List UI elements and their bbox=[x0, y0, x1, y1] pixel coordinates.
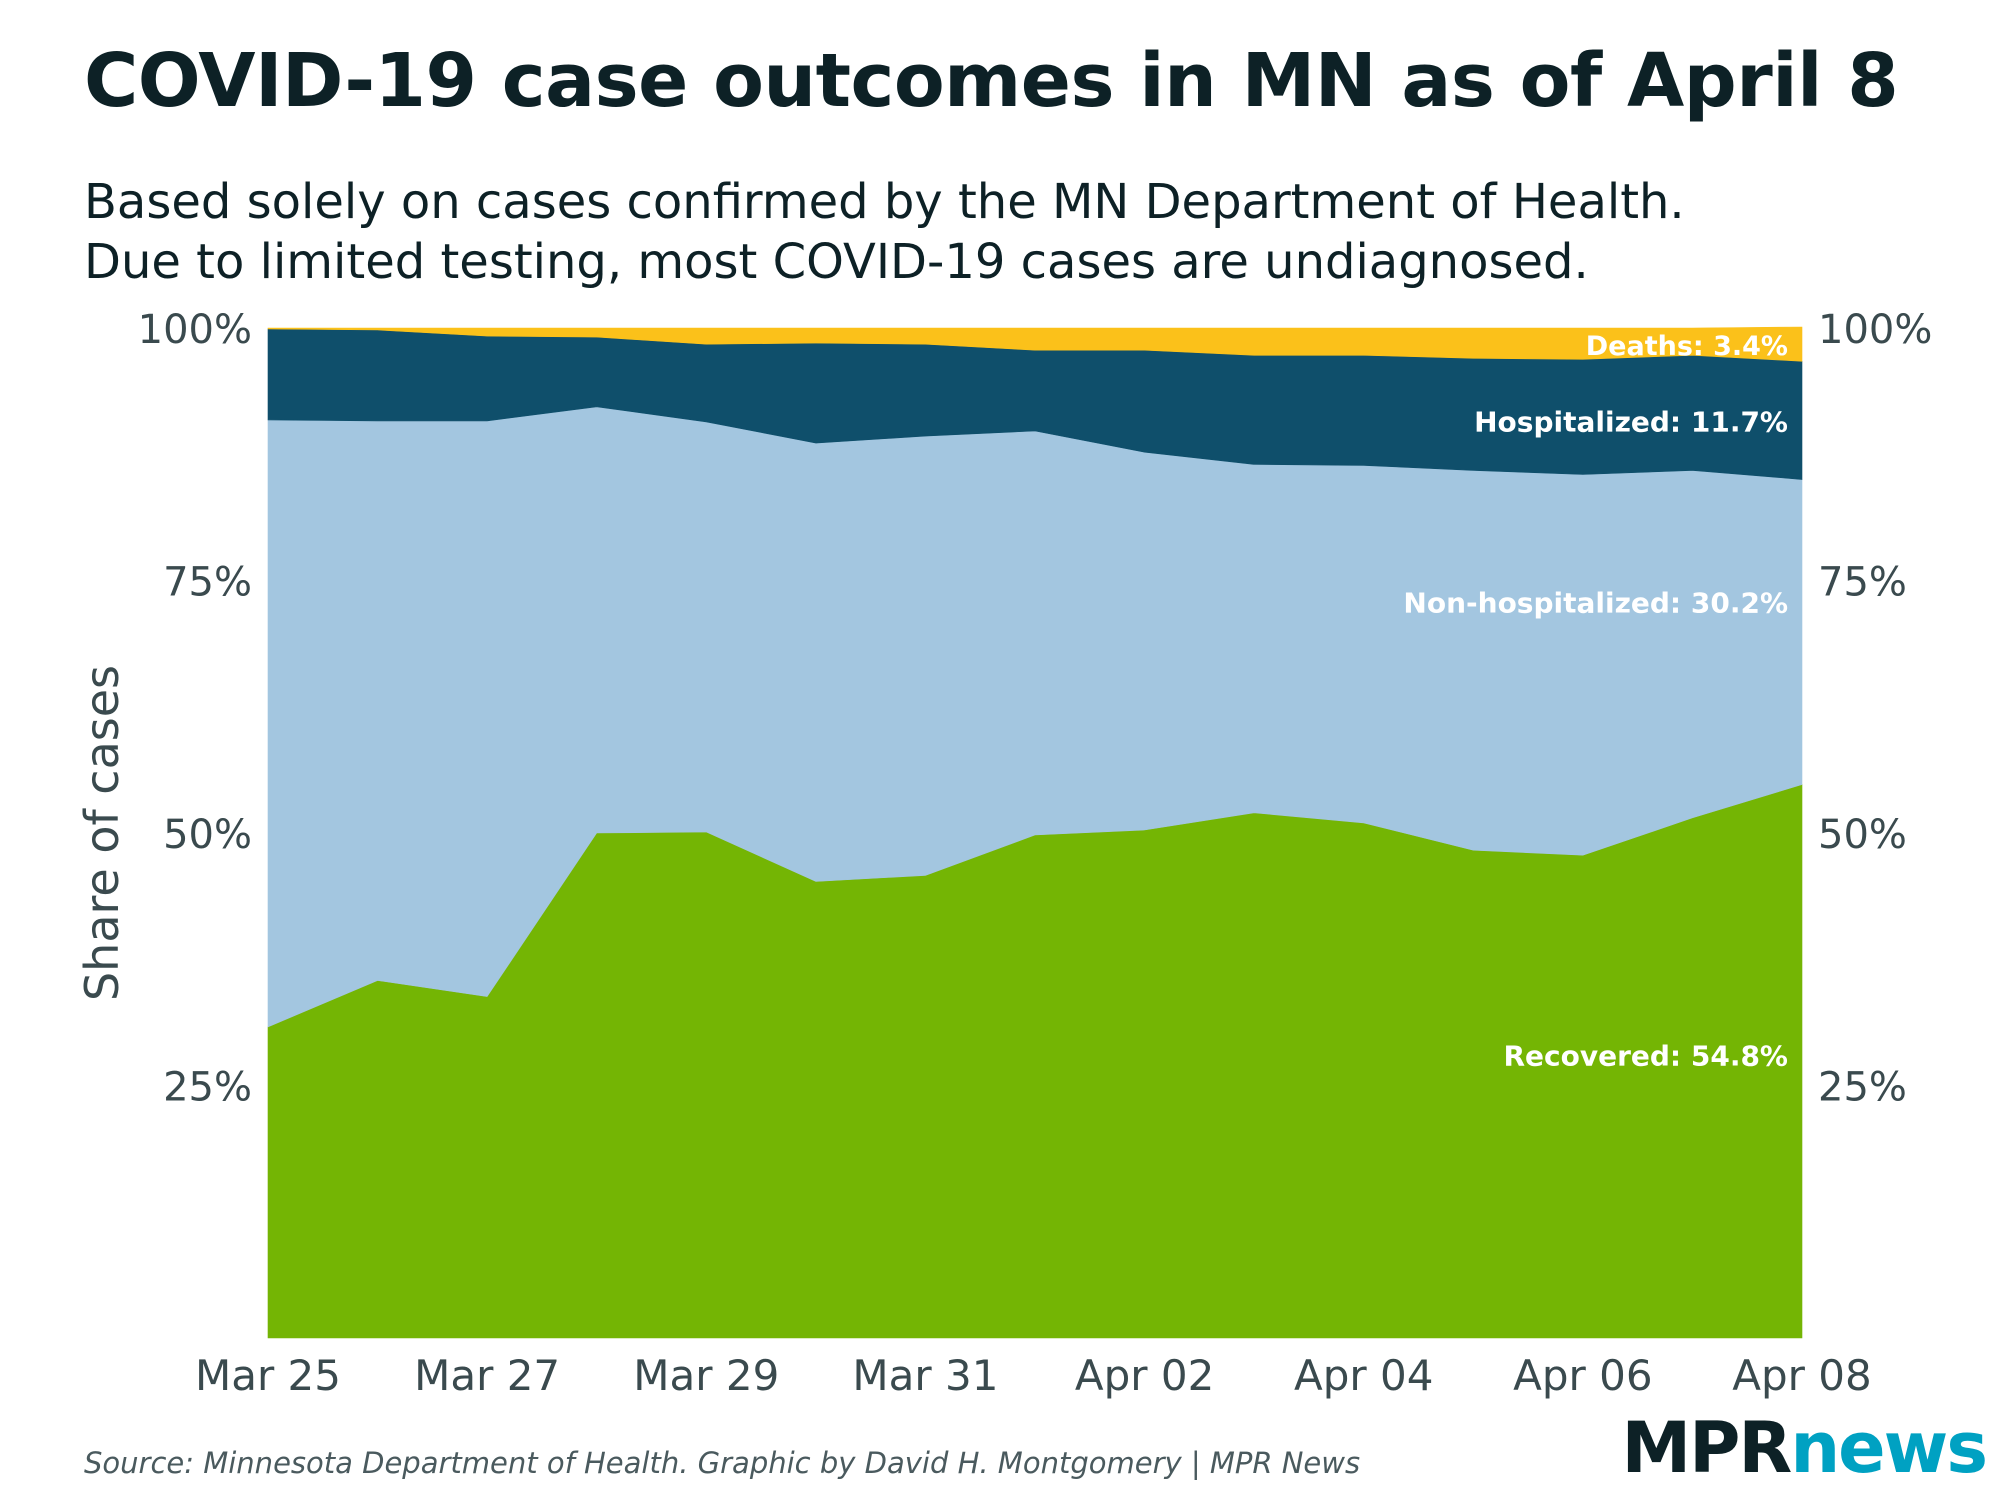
xtick-apr-06: Apr 06 bbox=[1513, 1351, 1652, 1400]
ytick-left-50: 50% bbox=[163, 812, 252, 858]
logo-mpr: MPR bbox=[1621, 1407, 1792, 1489]
chart-title: COVID-19 case outcomes in MN as of April… bbox=[84, 38, 1899, 124]
ytick-left-75: 75% bbox=[163, 560, 252, 606]
ytick-right-100: 100% bbox=[1818, 307, 1932, 353]
xtick-apr-04: Apr 04 bbox=[1294, 1351, 1433, 1400]
end-label-non-hospitalized: Non-hospitalized: 30.2% bbox=[1403, 587, 1788, 620]
xtick-apr-02: Apr 02 bbox=[1075, 1351, 1214, 1400]
xtick-mar-27: Mar 27 bbox=[414, 1351, 560, 1400]
end-label-deaths: Deaths: 3.4% bbox=[1586, 331, 1788, 362]
ytick-left-25: 25% bbox=[163, 1065, 252, 1111]
xtick-mar-31: Mar 31 bbox=[852, 1351, 998, 1400]
ytick-right-50: 50% bbox=[1818, 812, 1907, 858]
chart-subtitle: Based solely on cases confirmed by the M… bbox=[84, 172, 1685, 292]
end-label-recovered: Recovered: 54.8% bbox=[1503, 1039, 1788, 1072]
logo-news: news bbox=[1790, 1407, 1988, 1489]
ytick-right-75: 75% bbox=[1818, 560, 1907, 606]
xtick-apr-08: Apr 08 bbox=[1732, 1351, 1871, 1400]
ytick-right-25: 25% bbox=[1818, 1065, 1907, 1111]
end-label-hospitalized: Hospitalized: 11.7% bbox=[1474, 405, 1788, 438]
subtitle-line-2: Due to limited testing, most COVID-19 ca… bbox=[84, 234, 1589, 290]
subtitle-line-1: Based solely on cases confirmed by the M… bbox=[84, 174, 1685, 230]
mpr-news-logo: MPRnews bbox=[1621, 1407, 1988, 1489]
ytick-left-100: 100% bbox=[138, 307, 252, 353]
y-axis-title: Share of cases bbox=[75, 665, 129, 1001]
source-note: Source: Minnesota Department of Health. … bbox=[84, 1446, 1361, 1480]
xtick-mar-25: Mar 25 bbox=[195, 1351, 341, 1400]
xtick-mar-29: Mar 29 bbox=[633, 1351, 779, 1400]
area-deaths bbox=[267, 326, 1803, 362]
